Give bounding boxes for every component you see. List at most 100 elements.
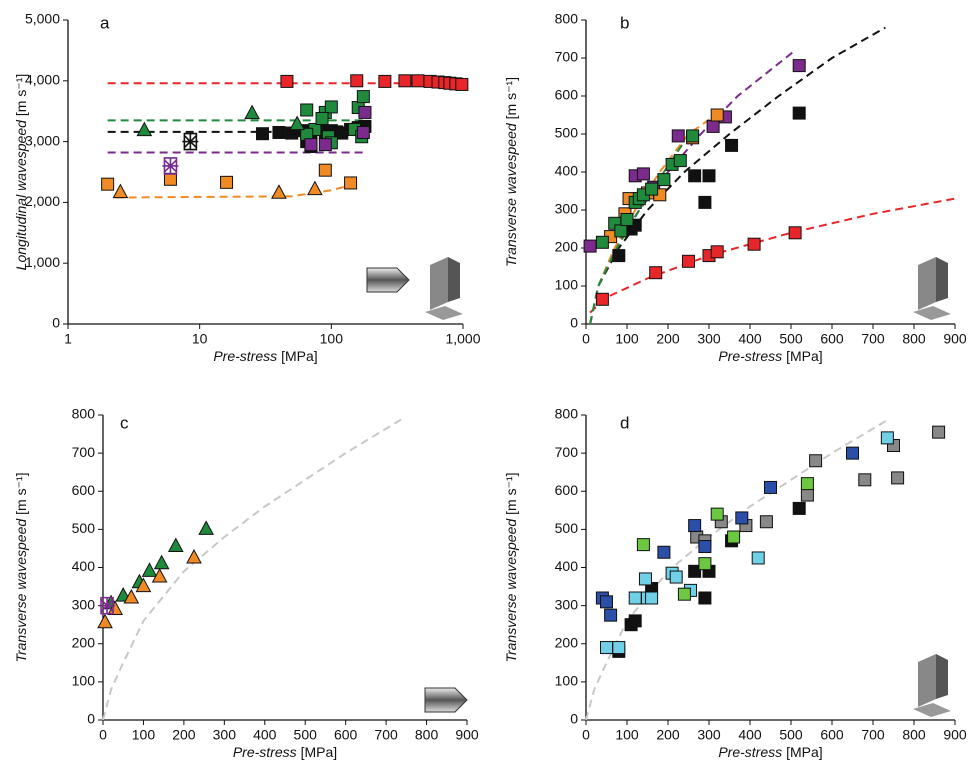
square-point	[324, 100, 338, 114]
triangle-point	[123, 588, 140, 604]
square-point	[932, 425, 946, 439]
x-tick-label: 300	[213, 727, 237, 743]
y-axis-title: Longitudinal wavespeed [m s⁻¹]	[13, 74, 29, 271]
y-tick-label: 800	[555, 406, 579, 422]
trend-line	[589, 197, 956, 314]
x-title-main: Pre-stress	[233, 744, 297, 760]
x-title-unit: [MPa]	[301, 744, 338, 760]
square-point	[677, 587, 691, 601]
square-point	[682, 254, 695, 268]
trend-line	[589, 110, 722, 325]
x-tick-label: 900	[943, 727, 967, 743]
square-point	[727, 530, 741, 544]
square-point	[356, 90, 370, 104]
x-tick-label: 100	[615, 331, 639, 347]
x-title-unit: [MPa]	[786, 744, 823, 760]
square-point	[638, 572, 652, 586]
trend-line	[589, 49, 796, 325]
plate-icon	[913, 257, 951, 320]
square-point	[595, 292, 609, 306]
x-tick-label: 1,000	[445, 331, 480, 347]
trend-line	[585, 417, 890, 721]
square-point	[686, 129, 700, 143]
y-tick-label: 400	[555, 558, 579, 574]
star-point	[162, 157, 179, 175]
y-tick-label: 600	[555, 482, 579, 498]
square-point	[628, 614, 642, 628]
square-point	[792, 106, 806, 120]
x-tick-label: 10	[192, 331, 208, 347]
x-tick-label: 600	[334, 727, 358, 743]
y-tick-label: 700	[72, 444, 96, 460]
y-tick-label: 2,000	[25, 193, 60, 209]
square-point	[612, 641, 626, 655]
star-point	[182, 132, 199, 151]
square-point	[398, 74, 412, 88]
square-point	[318, 138, 332, 152]
plate-icon	[913, 654, 951, 717]
x-axis-title: Pre-stress [MPa]	[233, 744, 337, 760]
y-tick-label: 200	[555, 634, 579, 650]
y-title-unit: [m s⁻¹]	[13, 74, 29, 116]
square-point	[612, 249, 626, 263]
trend-line	[115, 183, 355, 199]
square-point	[300, 103, 314, 117]
y-tick-label: 100	[72, 673, 96, 689]
square-point	[702, 169, 716, 183]
square-point	[318, 163, 332, 177]
x-tick-label: 800	[902, 331, 926, 347]
x-tick-label: 100	[320, 331, 344, 347]
y-tick-label: 0	[87, 711, 95, 727]
square-point	[759, 515, 773, 529]
triangle-point	[167, 537, 184, 553]
triangle-point	[112, 183, 129, 199]
square-point	[800, 477, 814, 491]
y-tick-label: 800	[72, 406, 96, 422]
y-tick-label: 300	[555, 201, 579, 217]
square-point	[688, 169, 702, 183]
triangle-point	[97, 613, 113, 629]
panel-label: b	[620, 13, 629, 32]
square-point	[809, 454, 823, 468]
square-point	[788, 226, 802, 240]
square-point	[657, 545, 671, 559]
x-title-main: Pre-stress	[718, 348, 782, 364]
trend-line	[102, 417, 403, 721]
square-point	[891, 471, 905, 485]
square-point	[688, 519, 702, 533]
square-point	[220, 175, 234, 189]
square-point	[620, 213, 634, 226]
bullet-icon	[366, 267, 410, 293]
square-point	[792, 501, 806, 515]
square-point	[725, 138, 739, 152]
y-title-main: Transverse wavespeed	[13, 518, 29, 663]
y-title-unit: [m s⁻¹]	[13, 472, 29, 514]
panel-label: c	[120, 413, 129, 432]
bullet-icon	[424, 687, 468, 713]
square-point	[706, 119, 720, 133]
triangle-point	[151, 567, 168, 583]
y-title-main: Transverse wavespeed	[503, 518, 519, 663]
square-point	[792, 59, 806, 73]
y-tick-label: 100	[555, 673, 579, 689]
triangle-point	[271, 184, 287, 199]
x-tick-label: 800	[415, 727, 439, 743]
x-tick-label: 500	[294, 727, 318, 743]
y-title-main: Transverse wavespeed	[503, 122, 519, 267]
square-point	[272, 125, 286, 139]
icons	[366, 257, 951, 717]
star-point	[99, 596, 116, 615]
square-point	[747, 237, 761, 251]
square-point	[657, 173, 671, 187]
x-tick-label: 500	[779, 727, 803, 743]
square-point	[698, 195, 712, 209]
square-point	[698, 557, 712, 571]
y-tick-label: 0	[570, 711, 578, 727]
square-point	[356, 125, 370, 139]
square-point	[600, 641, 613, 655]
square-point	[604, 608, 618, 622]
plate-icon	[425, 257, 463, 320]
square-point	[255, 127, 269, 141]
square-point	[669, 570, 683, 584]
x-tick-label: 700	[861, 331, 885, 347]
